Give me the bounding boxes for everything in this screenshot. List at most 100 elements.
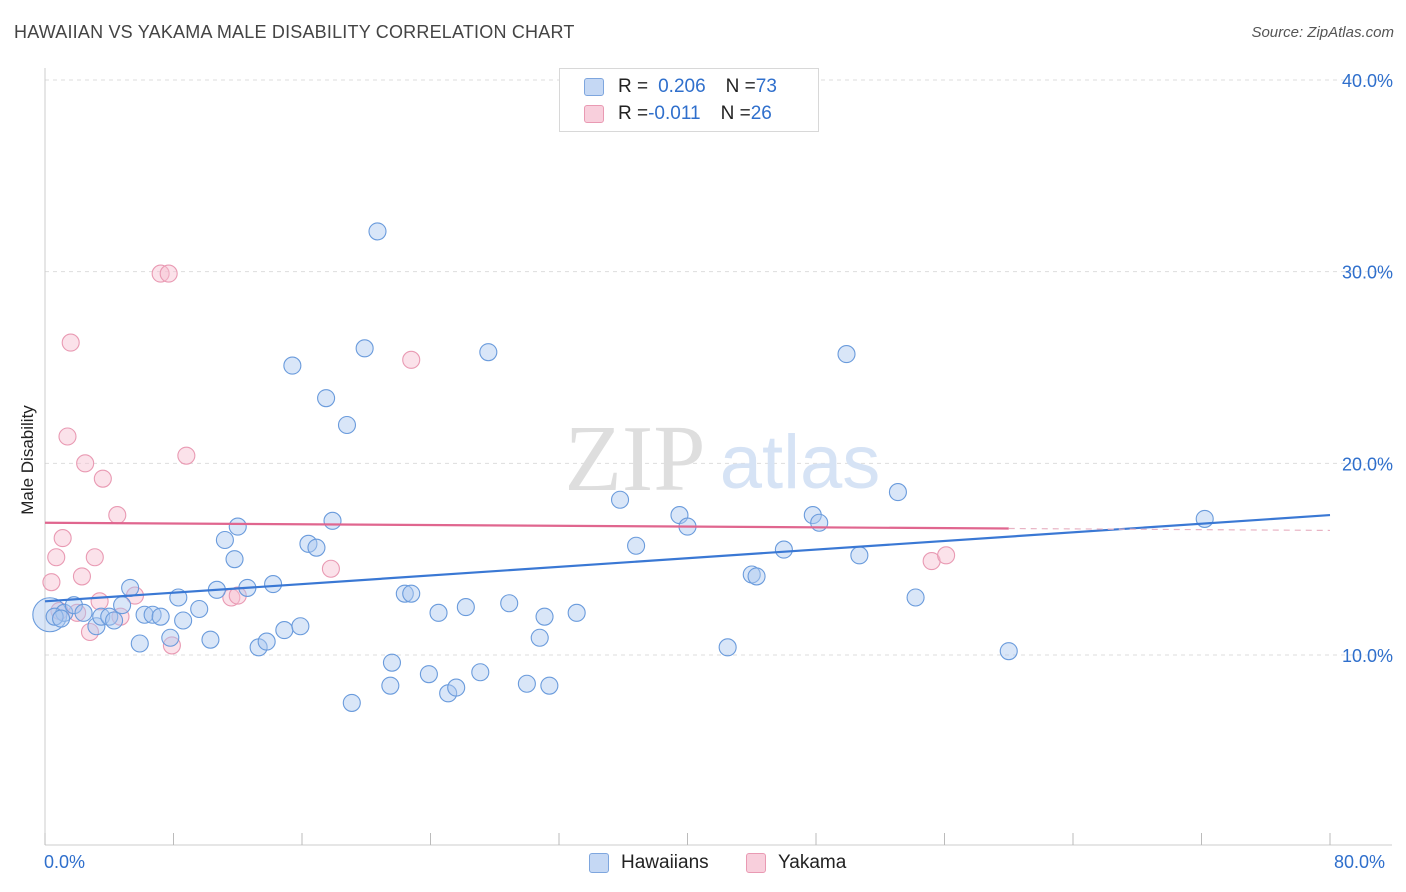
hawaiians-point[interactable] — [257, 632, 276, 651]
hawaiians-point[interactable] — [368, 222, 387, 241]
n-value: 73 — [755, 76, 777, 97]
hawaiians-point[interactable] — [610, 490, 630, 509]
hawaiians-point[interactable] — [419, 665, 438, 684]
x-tick-min: 0.0% — [44, 852, 86, 872]
hawaiians-point[interactable] — [323, 511, 342, 530]
yakama-point[interactable] — [42, 573, 61, 592]
hawaiians-point[interactable] — [45, 607, 64, 626]
n-label: N = — [720, 103, 751, 124]
hawaiians-point[interactable] — [64, 596, 83, 615]
hawaiian-points — [32, 222, 1214, 712]
hawaiians-point[interactable] — [87, 617, 106, 636]
yakama-point[interactable] — [228, 586, 247, 605]
hawaiians-point[interactable] — [500, 594, 519, 613]
hawaiians-swatch — [584, 78, 604, 96]
hawaiians-point[interactable] — [747, 567, 766, 586]
hawaiians-point[interactable] — [151, 607, 170, 626]
watermark-atlas: atlas — [720, 420, 881, 505]
hawaiians-point[interactable] — [774, 540, 793, 559]
yakama-point[interactable] — [177, 446, 196, 465]
hawaiians-point[interactable] — [999, 642, 1018, 661]
hawaiians-point[interactable] — [850, 546, 869, 565]
hawaiians-point[interactable] — [382, 653, 402, 672]
yakama-swatch — [746, 853, 766, 873]
hawaiians-point[interactable] — [291, 617, 310, 636]
yakama-point[interactable] — [402, 350, 421, 369]
hawaiians-point[interactable] — [810, 513, 829, 532]
hawaiians-point[interactable] — [130, 634, 149, 653]
yakama-point[interactable] — [93, 469, 112, 488]
hawaiians-point[interactable] — [837, 345, 856, 364]
legend-item-yakama[interactable]: Yakama — [746, 852, 846, 874]
hawaiians-point[interactable] — [317, 389, 336, 408]
yakama-points — [42, 264, 956, 655]
hawaiians-point[interactable] — [540, 676, 559, 695]
yakama-point[interactable] — [76, 454, 95, 473]
yakama-point[interactable] — [61, 333, 80, 352]
hawaiians-point[interactable] — [201, 630, 220, 649]
hawaiians-point[interactable] — [517, 674, 536, 693]
yakama-swatch — [584, 105, 604, 123]
yakama-point[interactable] — [321, 559, 340, 578]
chart-title: HAWAIIAN VS YAKAMA MALE DISABILITY CORRE… — [14, 22, 575, 42]
hawaiians-point[interactable] — [479, 343, 498, 362]
yakama-point[interactable] — [108, 506, 127, 525]
yakama-point[interactable] — [72, 567, 91, 586]
r-value: -0.011 — [648, 103, 701, 124]
hawaiians-point[interactable] — [275, 621, 294, 640]
hawaiians-point[interactable] — [105, 611, 124, 630]
hawaiians-point[interactable] — [52, 609, 71, 628]
hawaiians-point[interactable] — [283, 356, 302, 375]
hawaiians-point[interactable] — [627, 536, 646, 555]
yakama-point[interactable] — [159, 264, 178, 283]
hawaiians-point[interactable] — [121, 578, 140, 597]
yakama-point[interactable] — [85, 548, 104, 567]
y-tick-label: 20.0% — [1342, 454, 1393, 474]
hawaiians-point[interactable] — [74, 603, 93, 622]
hawaiians-point[interactable] — [530, 628, 549, 647]
yakama-point[interactable] — [53, 529, 72, 548]
hawaiians-point[interactable] — [161, 628, 180, 647]
x-tick-max: 80.0% — [1334, 852, 1386, 872]
hawaiians-point[interactable] — [395, 584, 414, 603]
hawaiians-point[interactable] — [225, 550, 244, 569]
hawaiians-point[interactable] — [381, 676, 400, 695]
hawaiians-point[interactable] — [535, 607, 554, 626]
hawaiians-point[interactable] — [402, 584, 421, 603]
yakama-point[interactable] — [937, 546, 956, 565]
trend-lines — [44, 513, 1331, 603]
hawaiians-point[interactable] — [337, 415, 357, 435]
axes — [44, 68, 1392, 846]
hawaiians-point[interactable] — [307, 538, 326, 557]
hawaiians-point[interactable] — [113, 596, 132, 615]
hawaiians-point[interactable] — [228, 517, 247, 536]
hawaiians-point[interactable] — [803, 506, 822, 525]
yakama-point[interactable] — [162, 636, 181, 655]
hawaiians-point[interactable] — [190, 599, 209, 619]
hawaiians-point[interactable] — [55, 603, 74, 622]
yakama-point[interactable] — [90, 592, 109, 611]
hawaiians-point[interactable] — [264, 575, 283, 594]
hawaiians-point[interactable] — [718, 638, 737, 657]
hawaiians-point[interactable] — [567, 603, 586, 622]
legend-item-hawaiians[interactable]: Hawaiians — [589, 852, 709, 874]
hawaiians-point[interactable] — [447, 678, 466, 697]
hawaiians-point[interactable] — [888, 483, 907, 502]
hawaiians-point[interactable] — [355, 339, 374, 358]
hawaiians-point[interactable] — [174, 611, 193, 630]
hawaiians-point[interactable] — [471, 663, 490, 682]
hawaiians-point[interactable] — [906, 588, 925, 607]
y-tick-label: 10.0% — [1342, 646, 1393, 666]
legend-label-yakama: Yakama — [778, 852, 847, 873]
hawaiians-point[interactable] — [429, 603, 448, 622]
yakama-point[interactable] — [47, 548, 66, 567]
hawaiians-point[interactable] — [456, 598, 475, 617]
correlation-legend: R = 0.206 N = 73 R = -0.011 N = 26 — [559, 68, 819, 132]
hawaiians-point[interactable] — [215, 530, 234, 550]
source-label[interactable]: Source: ZipAtlas.com — [1251, 24, 1394, 41]
n-label: N = — [725, 76, 756, 97]
hawaiians-point[interactable] — [342, 693, 361, 712]
yakama-point[interactable] — [58, 427, 77, 446]
r-label: R = — [618, 76, 649, 97]
